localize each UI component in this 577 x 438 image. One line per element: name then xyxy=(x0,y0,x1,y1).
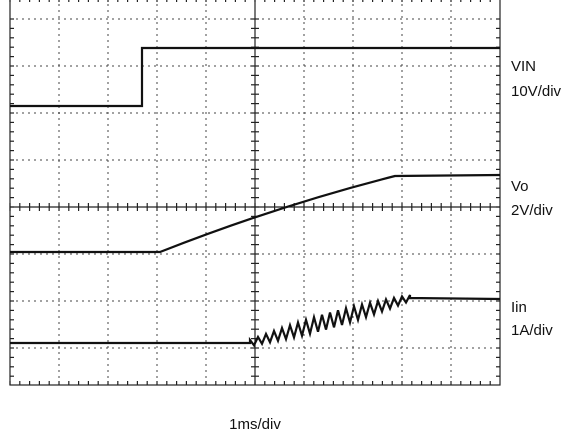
vo-label: Vo xyxy=(511,178,529,195)
vin-scale: 10V/div xyxy=(511,83,562,100)
vin-label: VIN xyxy=(511,58,536,75)
time-scale: 1ms/div xyxy=(229,416,281,433)
vo-trace xyxy=(10,173,501,254)
vo-scale: 2V/div xyxy=(511,202,553,219)
iin-trace xyxy=(10,294,501,348)
graticule xyxy=(9,0,500,385)
vin-trace xyxy=(10,46,500,108)
iin-label: Iin xyxy=(511,299,527,316)
iin-scale: 1A/div xyxy=(511,322,553,339)
